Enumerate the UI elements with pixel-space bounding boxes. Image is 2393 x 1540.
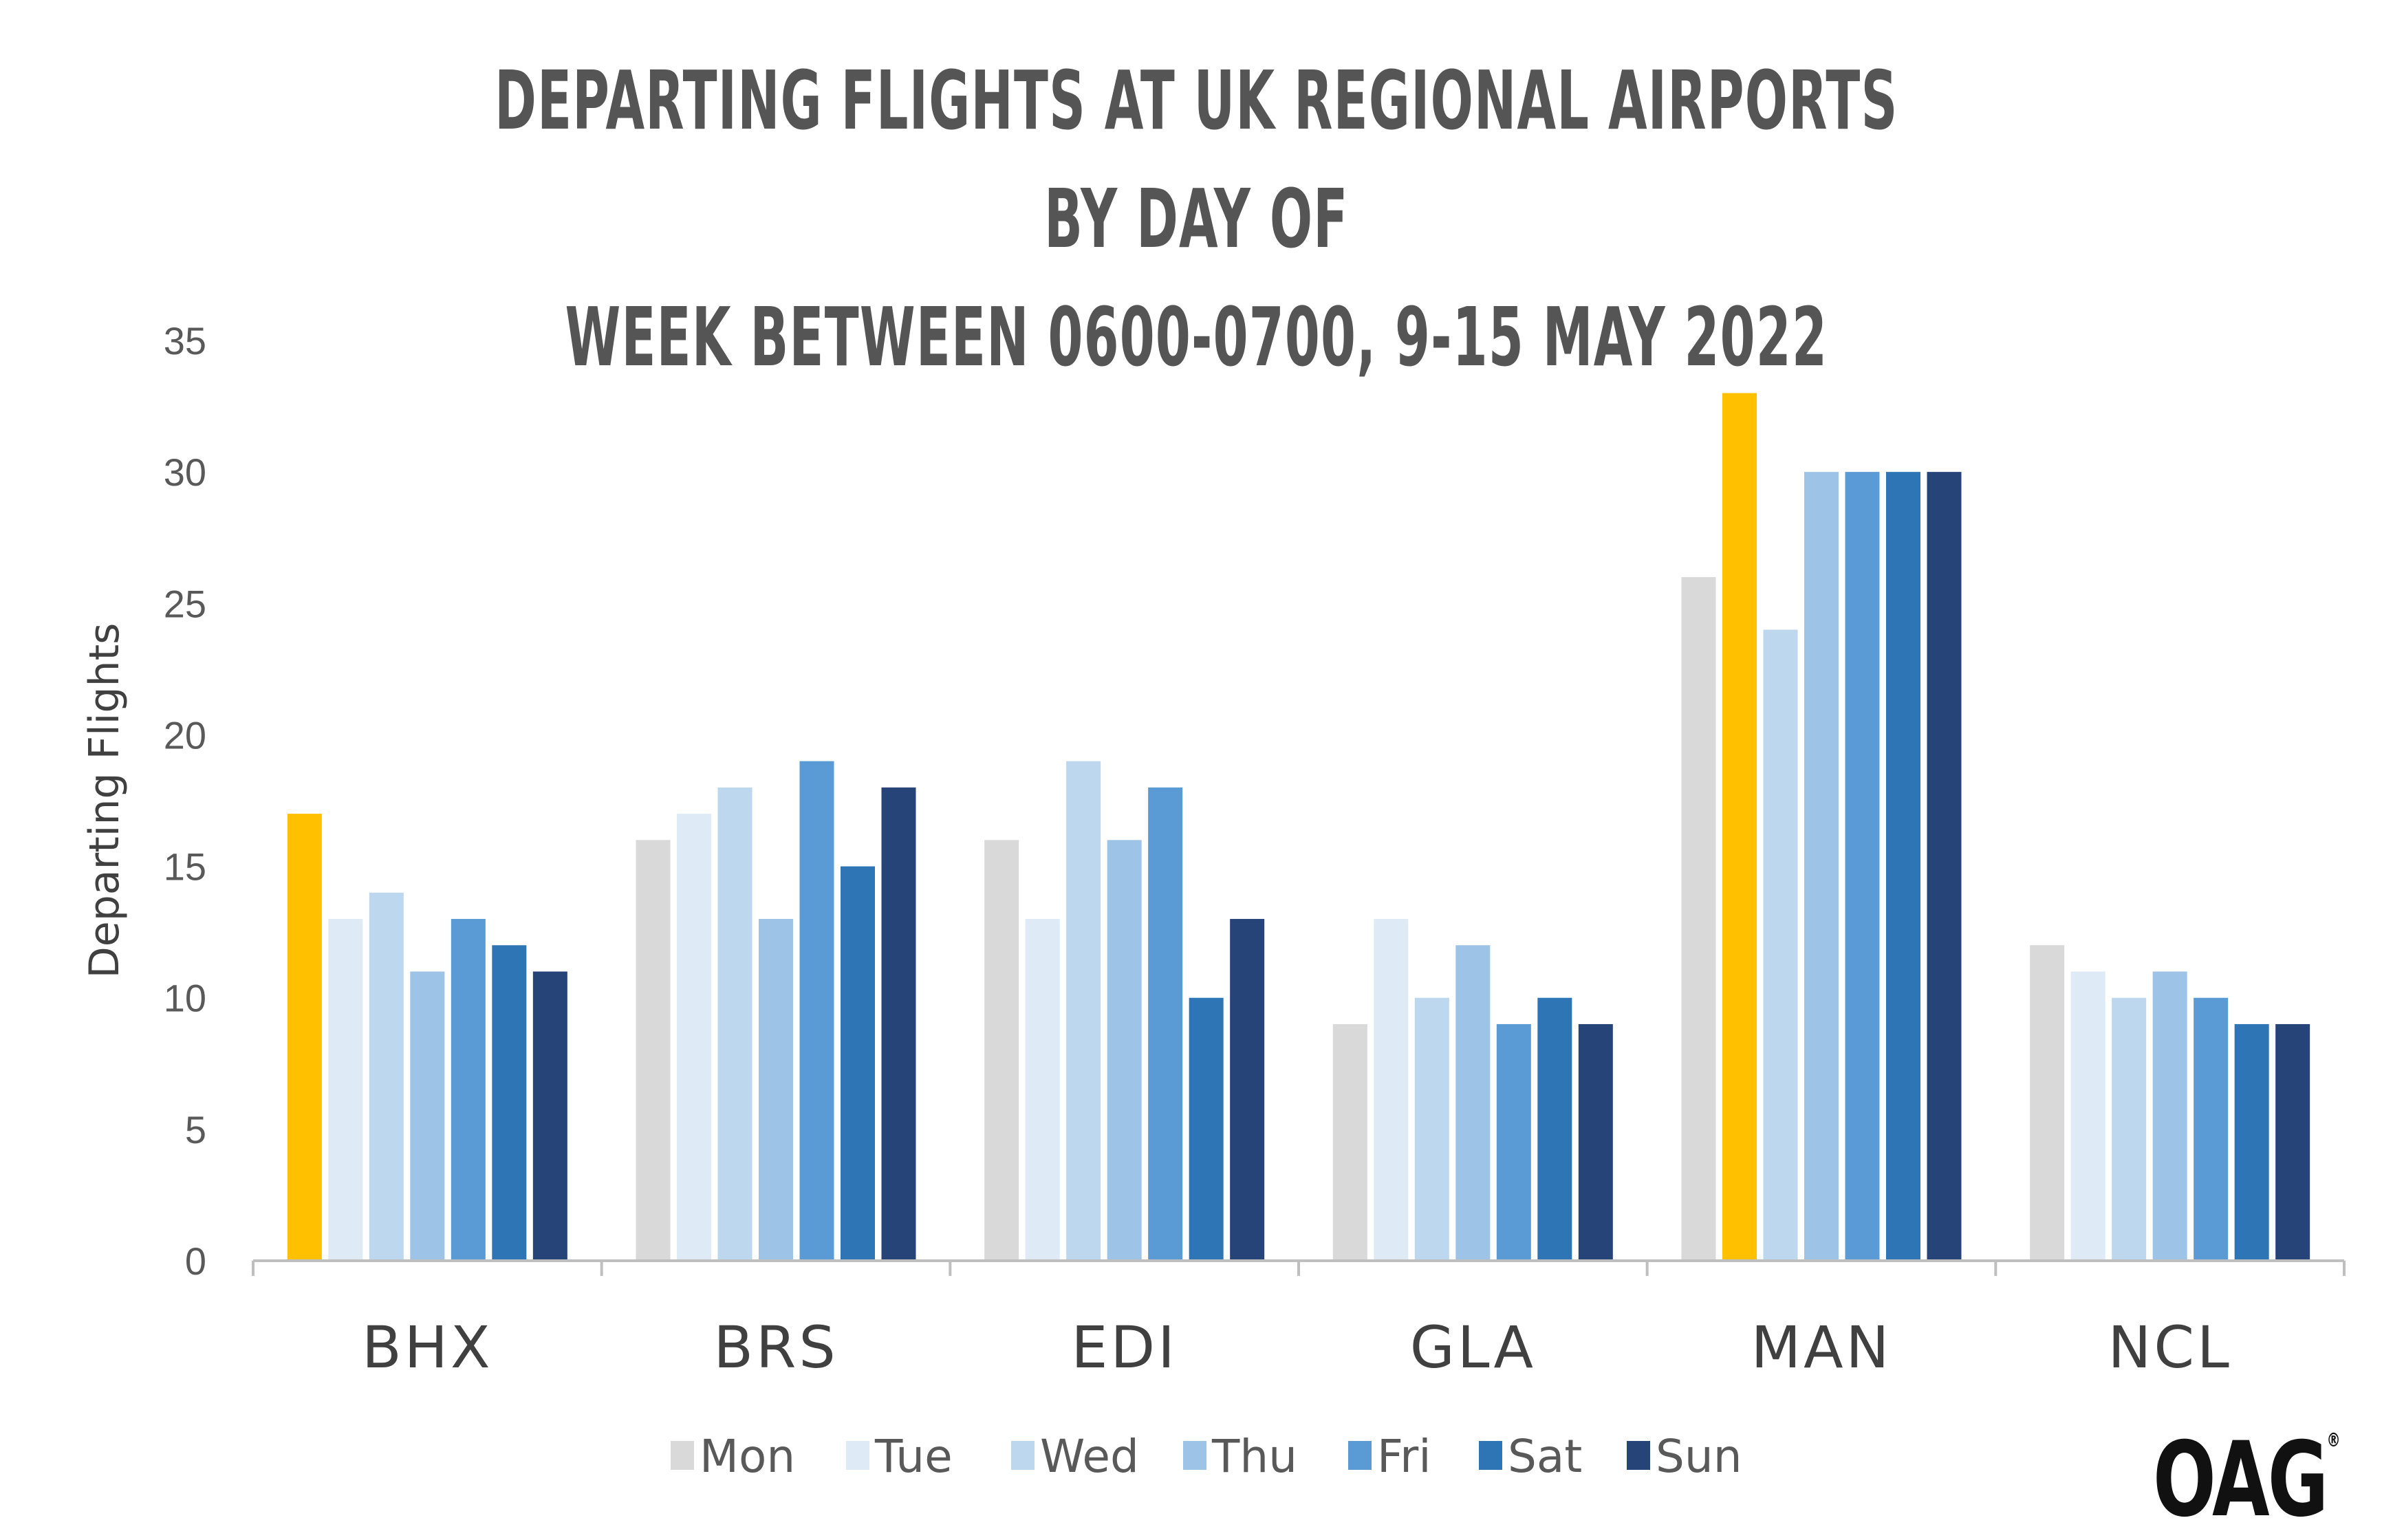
legend-swatch bbox=[846, 1441, 869, 1470]
bar-ncl-wed bbox=[2112, 997, 2147, 1261]
bar-brs-sat bbox=[841, 866, 875, 1261]
bar-edi-sat bbox=[1189, 997, 1224, 1261]
oag-logo: OAG® bbox=[2153, 1420, 2341, 1540]
bar-man-sat bbox=[1886, 472, 1920, 1261]
bar-man-sun bbox=[1927, 472, 1962, 1261]
bar-ncl-mon bbox=[2030, 945, 2065, 1261]
bar-edi-thu bbox=[1107, 840, 1142, 1261]
x-axis: BHX BRS EDI GLA MAN NCL bbox=[252, 1259, 2346, 1381]
bar-man-tue bbox=[1722, 393, 1757, 1261]
bar-gla-wed bbox=[1414, 997, 1449, 1261]
y-tick-label: 15 bbox=[164, 845, 206, 889]
y-axis-label: Departing Flights bbox=[80, 623, 129, 979]
legend-swatch bbox=[1183, 1441, 1206, 1470]
y-tick-label: 5 bbox=[185, 1108, 206, 1151]
y-tick-label: 35 bbox=[164, 319, 206, 362]
bar-gla-tue bbox=[1374, 919, 1409, 1261]
legend-label: Tue bbox=[874, 1430, 953, 1483]
bar-brs-fri bbox=[799, 761, 834, 1261]
legend-item-thu: Thu bbox=[1183, 1430, 1297, 1483]
y-tick-label: 0 bbox=[185, 1239, 206, 1283]
y-tick-label: 10 bbox=[164, 977, 206, 1020]
bar-gla-sun bbox=[1578, 1023, 1613, 1261]
legend-item-wed: Wed bbox=[1011, 1430, 1139, 1483]
x-tick-label: NCL bbox=[2108, 1314, 2232, 1381]
bar-brs-mon bbox=[636, 840, 671, 1261]
x-tick-label: BHX bbox=[362, 1314, 492, 1381]
bar-gla-sat bbox=[1537, 997, 1572, 1261]
bar-brs-wed bbox=[717, 787, 752, 1261]
bar-ncl-sat bbox=[2234, 1023, 2269, 1261]
chart-title-line-1: DEPARTING FLIGHTS AT UK REGIONAL AIRPORT… bbox=[495, 53, 1898, 266]
legend-label: Thu bbox=[1211, 1430, 1297, 1483]
logo-text: OAG bbox=[2153, 1420, 2328, 1540]
y-tick-label: 25 bbox=[164, 582, 206, 625]
bar-edi-fri bbox=[1148, 787, 1183, 1261]
bar-ncl-thu bbox=[2152, 971, 2187, 1261]
legend-item-sat: Sat bbox=[1479, 1430, 1582, 1483]
bar-bhx-sat bbox=[492, 945, 527, 1261]
bar-brs-sun bbox=[881, 787, 916, 1261]
legend-label: Sat bbox=[1508, 1430, 1582, 1483]
legend-swatch bbox=[1011, 1441, 1035, 1470]
x-tick-label: BRS bbox=[713, 1314, 838, 1381]
x-tick-label: EDI bbox=[1071, 1314, 1178, 1381]
legend: Mon Tue Wed Thu Fri Sat Sun bbox=[671, 1430, 1742, 1483]
bar-man-fri bbox=[1845, 472, 1880, 1261]
bar-ncl-sun bbox=[2275, 1023, 2310, 1261]
bar-gla-thu bbox=[1455, 945, 1491, 1261]
bar-man-thu bbox=[1804, 472, 1839, 1261]
bar-edi-tue bbox=[1025, 919, 1060, 1261]
bar-bhx-sun bbox=[532, 971, 567, 1261]
legend-swatch bbox=[1627, 1441, 1650, 1470]
y-tick-label: 30 bbox=[164, 451, 206, 494]
legend-label: Wed bbox=[1040, 1430, 1139, 1483]
legend-label: Mon bbox=[700, 1430, 795, 1483]
legend-swatch bbox=[1479, 1441, 1502, 1470]
bar-brs-tue bbox=[677, 814, 711, 1261]
bar-edi-wed bbox=[1066, 761, 1101, 1261]
bar-bhx-wed bbox=[369, 892, 404, 1261]
legend-swatch bbox=[671, 1441, 694, 1470]
bar-ncl-tue bbox=[2070, 971, 2105, 1261]
bar-ncl-fri bbox=[2194, 997, 2229, 1261]
y-tick-label: 20 bbox=[164, 713, 206, 757]
legend-label: Fri bbox=[1377, 1430, 1431, 1483]
bar-bhx-fri bbox=[451, 919, 486, 1261]
bars bbox=[287, 393, 2310, 1261]
bar-bhx-thu bbox=[410, 971, 445, 1261]
legend-item-sun: Sun bbox=[1627, 1430, 1742, 1483]
bar-bhx-mon bbox=[287, 814, 322, 1261]
bar-edi-mon bbox=[984, 840, 1019, 1261]
bar-gla-mon bbox=[1332, 1023, 1367, 1261]
legend-item-tue: Tue bbox=[846, 1430, 953, 1483]
chart-title-line-2: WEEK BETWEEN 0600-0700, 9-15 MAY 2022 bbox=[565, 290, 1828, 384]
bar-brs-thu bbox=[759, 919, 793, 1261]
legend-swatch bbox=[1348, 1441, 1372, 1470]
y-axis-ticks: 0 5 10 15 20 25 30 35 bbox=[164, 319, 206, 1283]
x-tick-label: GLA bbox=[1410, 1314, 1536, 1381]
x-tick-label: MAN bbox=[1751, 1314, 1892, 1381]
legend-item-mon: Mon bbox=[671, 1430, 795, 1483]
bar-gla-fri bbox=[1496, 1023, 1531, 1261]
bar-man-wed bbox=[1763, 629, 1798, 1261]
legend-label: Sun bbox=[1656, 1430, 1742, 1483]
registered-mark: ® bbox=[2326, 1429, 2341, 1451]
bar-edi-sun bbox=[1230, 919, 1265, 1261]
chart-title: DEPARTING FLIGHTS AT UK REGIONAL AIRPORT… bbox=[455, 41, 1938, 396]
bar-bhx-tue bbox=[328, 919, 363, 1261]
legend-item-fri: Fri bbox=[1348, 1430, 1431, 1483]
bar-man-mon bbox=[1681, 577, 1716, 1261]
